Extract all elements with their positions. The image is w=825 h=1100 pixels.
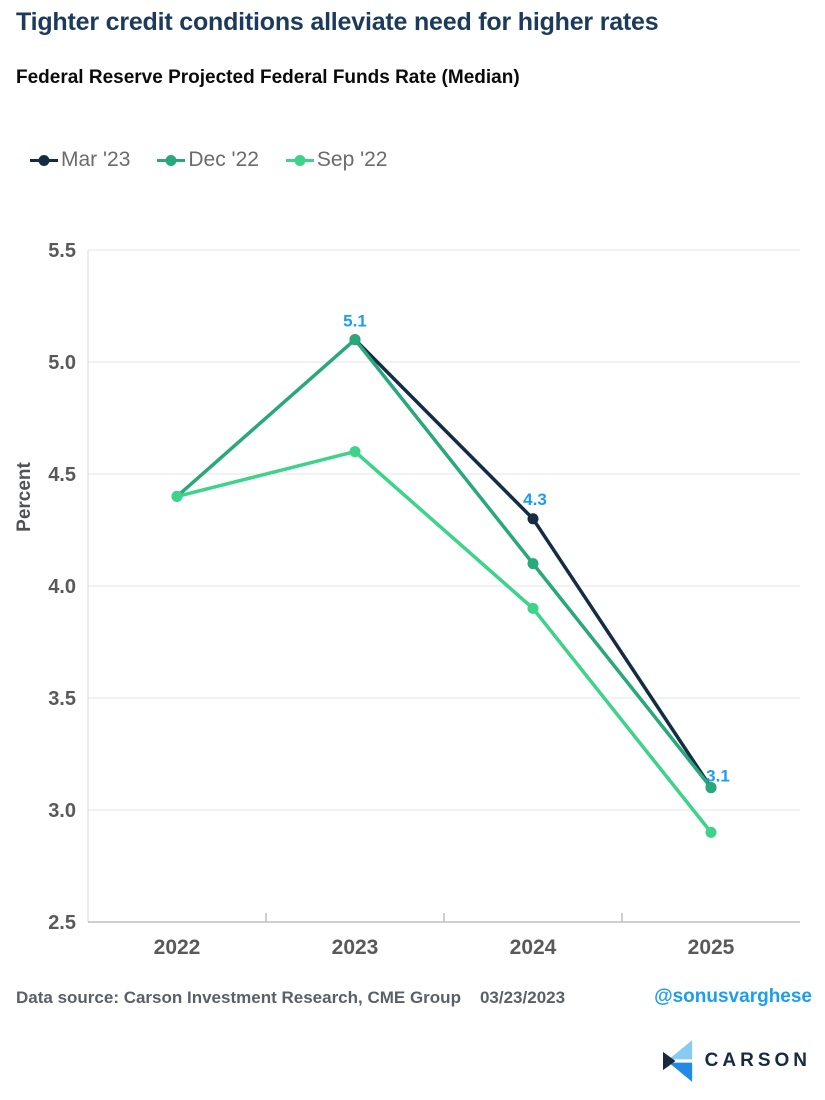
data-point-label: 4.3	[523, 490, 547, 509]
legend-label: Dec '22	[188, 148, 259, 171]
data-point-label: 5.1	[343, 312, 367, 331]
chart-title: Tighter credit conditions alleviate need…	[16, 8, 659, 36]
chart-date: 03/23/2023	[479, 988, 566, 1007]
legend-item-dec-22: Dec '22	[156, 148, 259, 172]
data-point	[349, 446, 361, 458]
y-tick-label: 5.5	[48, 240, 76, 262]
series-line	[175, 337, 713, 790]
legend-marker-icon	[285, 154, 314, 166]
data-point	[705, 826, 717, 838]
carson-logo: CARSON	[662, 1036, 811, 1086]
data-point	[171, 490, 183, 502]
data-source-text: Data source: Carson Investment Research,…	[16, 988, 461, 1007]
data-point	[705, 782, 717, 794]
legend: Mar '23 Dec '22 Sep '22	[29, 148, 388, 172]
chart-subtitle: Federal Reserve Projected Federal Funds …	[16, 67, 520, 88]
data-point	[349, 334, 361, 346]
data-point	[527, 602, 539, 614]
y-tick-label: 2.5	[48, 912, 76, 934]
y-tick-label: 4.0	[48, 576, 76, 598]
x-tick-label: 2025	[688, 936, 735, 959]
y-axis-title: Percent	[14, 461, 35, 531]
legend-item-mar-23: Mar '23	[29, 148, 130, 172]
series-line	[175, 449, 713, 835]
legend-marker-icon	[30, 154, 58, 166]
x-tick-label: 2022	[154, 936, 201, 959]
twitter-handle: @sonusvarghese	[654, 986, 812, 1007]
legend-label: Mar '23	[61, 148, 131, 171]
y-tick-label: 5.0	[48, 352, 76, 374]
y-tick-label: 3.5	[48, 688, 76, 710]
data-point	[527, 558, 539, 570]
y-tick-label: 3.0	[48, 800, 76, 822]
legend-marker-icon	[157, 154, 186, 166]
y-tick-label: 4.5	[48, 464, 76, 486]
x-tick-label: 2023	[332, 936, 379, 959]
data-point-label: 3.1	[706, 767, 730, 786]
legend-item-sep-22: Sep '22	[285, 148, 388, 172]
x-tick-label: 2024	[510, 936, 557, 959]
carson-logo-text: CARSON	[704, 1050, 811, 1071]
data-source: Data source: Carson Investment Research,…	[16, 988, 565, 1008]
carson-logo-mark-icon	[662, 1040, 692, 1082]
legend-label: Sep '22	[316, 148, 388, 171]
data-point	[527, 513, 539, 525]
